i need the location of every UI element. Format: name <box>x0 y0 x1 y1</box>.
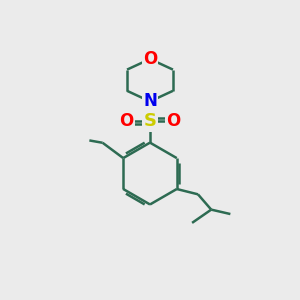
Text: O: O <box>143 50 157 68</box>
Text: S: S <box>143 112 157 130</box>
Text: O: O <box>167 112 181 130</box>
Text: O: O <box>119 112 134 130</box>
Text: N: N <box>143 92 157 110</box>
Text: N: N <box>143 92 157 110</box>
